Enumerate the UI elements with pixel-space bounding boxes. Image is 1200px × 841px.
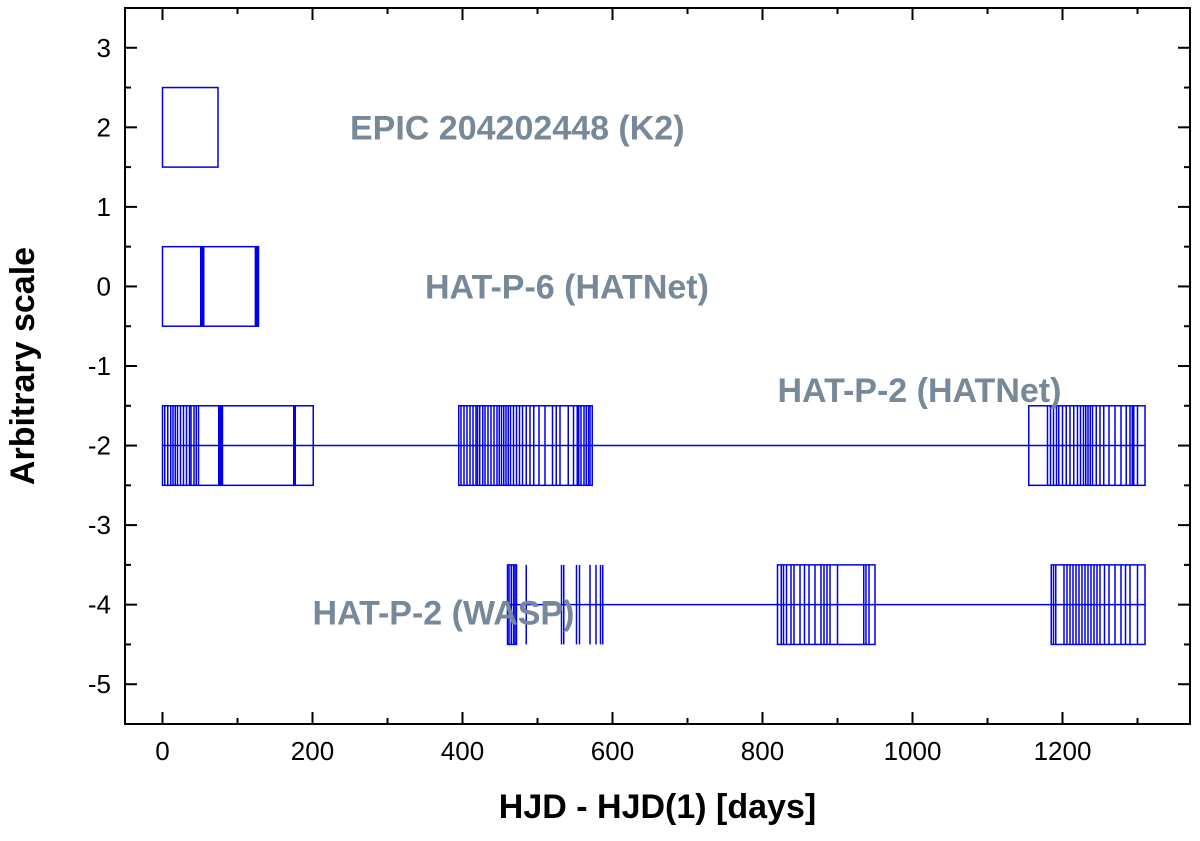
- y-tick-label: 2: [97, 112, 111, 142]
- data-layer: [161, 86, 1146, 646]
- coverage-box: [1028, 405, 1146, 487]
- series-0: [161, 86, 219, 168]
- coverage-box: [161, 405, 314, 487]
- y-tick-label: -4: [88, 590, 111, 620]
- series-2: [161, 405, 1146, 487]
- y-axis-ticks: 3 2 1 0 -1 -2 -3 -4 -5: [88, 33, 1190, 699]
- x-axis-label: HJD - HJD(1) [days]: [499, 788, 816, 826]
- y-axis-label: Arbitrary scale: [4, 247, 42, 485]
- y-tick-label: 1: [97, 192, 111, 222]
- x-tick-label: 1000: [884, 736, 942, 766]
- series-annotation: HAT-P-6 (HATNet): [425, 268, 709, 306]
- y-tick-label: -1: [88, 351, 111, 381]
- x-tick-label: 0: [155, 736, 169, 766]
- x-axis-ticks: 0 200 400 600 800 1000 1200: [155, 8, 1139, 766]
- y-tick-label: 0: [97, 271, 111, 301]
- y-tick-label: -3: [88, 510, 111, 540]
- series-3: [506, 564, 1146, 646]
- x-tick-label: 800: [741, 736, 784, 766]
- coverage-box: [1050, 564, 1146, 646]
- series-annotation: EPIC 204202448 (K2): [350, 109, 685, 147]
- x-tick-label: 400: [441, 736, 484, 766]
- annotation-layer: EPIC 204202448 (K2) HAT-P-6 (HATNet) HAT-P…: [313, 109, 1062, 632]
- y-tick-label: 3: [97, 33, 111, 63]
- x-tick-label: 200: [291, 736, 334, 766]
- coverage-box: [161, 245, 202, 327]
- y-tick-label: -5: [88, 669, 111, 699]
- coverage-box: [161, 86, 219, 168]
- series-annotation: HAT-P-2 (HATNet): [778, 372, 1062, 410]
- series-annotation: HAT-P-2 (WASP): [313, 595, 575, 633]
- coverage-box: [203, 245, 257, 327]
- x-tick-label: 1200: [1034, 736, 1092, 766]
- y-tick-label: -2: [88, 431, 111, 461]
- x-tick-label: 600: [591, 736, 634, 766]
- series-1: [161, 245, 260, 327]
